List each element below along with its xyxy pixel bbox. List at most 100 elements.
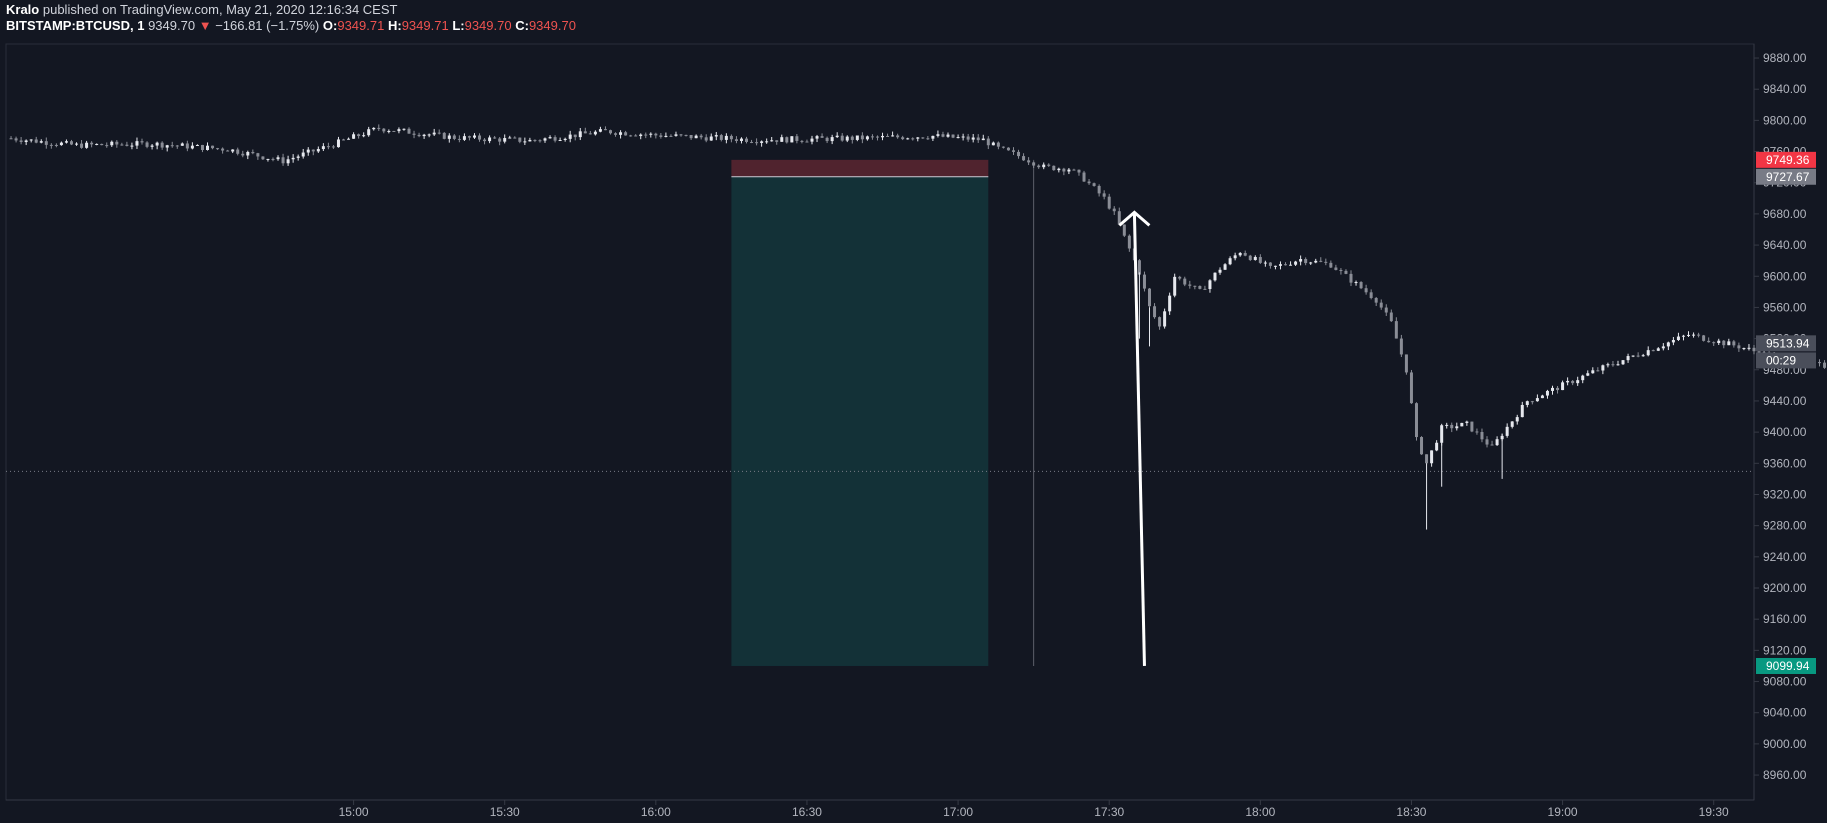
candle-body (911, 138, 915, 140)
symbol-label[interactable]: BITSTAMP:BTCUSD, 1 (6, 18, 145, 33)
candle-body (1087, 181, 1091, 184)
candle-body (1399, 338, 1403, 355)
candle-body (629, 135, 633, 137)
candle-body (503, 138, 507, 142)
y-tick-label: 9640.00 (1763, 238, 1807, 252)
candle-body (1712, 342, 1716, 344)
candle-body (689, 134, 693, 139)
candle-body (624, 132, 628, 136)
candle-body (180, 143, 184, 146)
candle-body (946, 134, 950, 137)
candle-body (780, 137, 784, 142)
candle-body (996, 142, 1000, 147)
candle-body (472, 135, 476, 138)
candle-body (886, 135, 890, 137)
candle-body (679, 134, 683, 136)
high-value: 9349.71 (401, 18, 449, 33)
candle-body (835, 135, 839, 138)
candle-body (296, 156, 300, 158)
x-tick-label: 15:30 (490, 805, 520, 818)
candle-body (1082, 172, 1086, 182)
candle-body (200, 144, 204, 151)
candle-body (553, 137, 557, 141)
candle-body (906, 138, 910, 140)
candle-body (598, 129, 602, 132)
candle-body (44, 141, 48, 145)
candle-body (281, 157, 285, 164)
candle-body (130, 145, 134, 147)
candle-body (865, 136, 869, 140)
candle-body (1268, 262, 1272, 266)
candle-body (467, 136, 471, 138)
candle-body (1475, 431, 1479, 433)
take-profit-zone (731, 176, 989, 666)
author-name[interactable]: Kralo (6, 2, 40, 17)
candle-body (407, 128, 411, 134)
ohlc-line: BITSTAMP:BTCUSD, 1 9349.70 ▼ −166.81 (−1… (6, 18, 576, 34)
candle-body (785, 137, 789, 143)
price-label-box (1756, 335, 1816, 352)
y-tick-label: 9800.00 (1763, 113, 1807, 127)
candle-body (377, 127, 381, 129)
candle-body (1032, 162, 1036, 166)
y-tick-label: 9280.00 (1763, 519, 1807, 533)
high-label: H: (387, 18, 402, 33)
candle-body (583, 131, 587, 134)
candle-body (1324, 261, 1328, 263)
candle-body (1273, 265, 1277, 267)
candle-body (588, 133, 592, 135)
candle-body (1258, 257, 1262, 263)
candle-body (478, 135, 482, 140)
candle-body (1817, 362, 1821, 364)
candle-body (1042, 164, 1046, 168)
candle-body (1535, 398, 1539, 402)
candle-body (1077, 169, 1081, 173)
candle-body (483, 139, 487, 142)
candle-body (306, 149, 310, 153)
candle-body (654, 133, 658, 136)
candle-body (95, 143, 99, 145)
candle-body (39, 141, 43, 143)
candle-body (372, 127, 376, 130)
candle-body (1168, 295, 1172, 312)
candle-body (1107, 196, 1111, 209)
candle-body (488, 137, 492, 142)
candle-body (634, 135, 638, 137)
candle-body (1228, 258, 1232, 265)
stop-loss-zone (731, 159, 989, 177)
candle-body (961, 136, 965, 138)
candle-body (608, 130, 612, 134)
candle-body (1697, 334, 1701, 336)
candle-body (1576, 380, 1580, 384)
candle-body (427, 134, 431, 136)
candle-body (29, 139, 33, 141)
candle-body (805, 141, 809, 143)
candle-body (644, 134, 648, 136)
candle-body (1742, 348, 1746, 350)
candle-body (266, 158, 270, 160)
price-label-text: 9749.36 (1766, 153, 1810, 167)
candle-body (1223, 264, 1227, 270)
candle-body (1253, 257, 1257, 260)
candle-body (1183, 278, 1187, 285)
candle-body (1626, 356, 1630, 361)
candle-body (321, 146, 325, 150)
candle-body (1148, 288, 1152, 307)
candle-body (336, 139, 340, 148)
candle-body (1525, 401, 1529, 405)
y-tick-label: 9120.00 (1763, 643, 1807, 657)
candle-body (1389, 312, 1393, 322)
candle-body (387, 130, 391, 132)
y-tick-label: 9160.00 (1763, 612, 1807, 626)
candle-body (49, 144, 53, 146)
candle-body (729, 135, 733, 140)
candle-body (286, 159, 290, 164)
candle-body (875, 136, 879, 138)
candle-body (110, 141, 114, 146)
candle-body (498, 138, 502, 142)
candle-body (1460, 422, 1464, 427)
y-tick-label: 9680.00 (1763, 207, 1807, 221)
candle-body (1566, 380, 1570, 383)
